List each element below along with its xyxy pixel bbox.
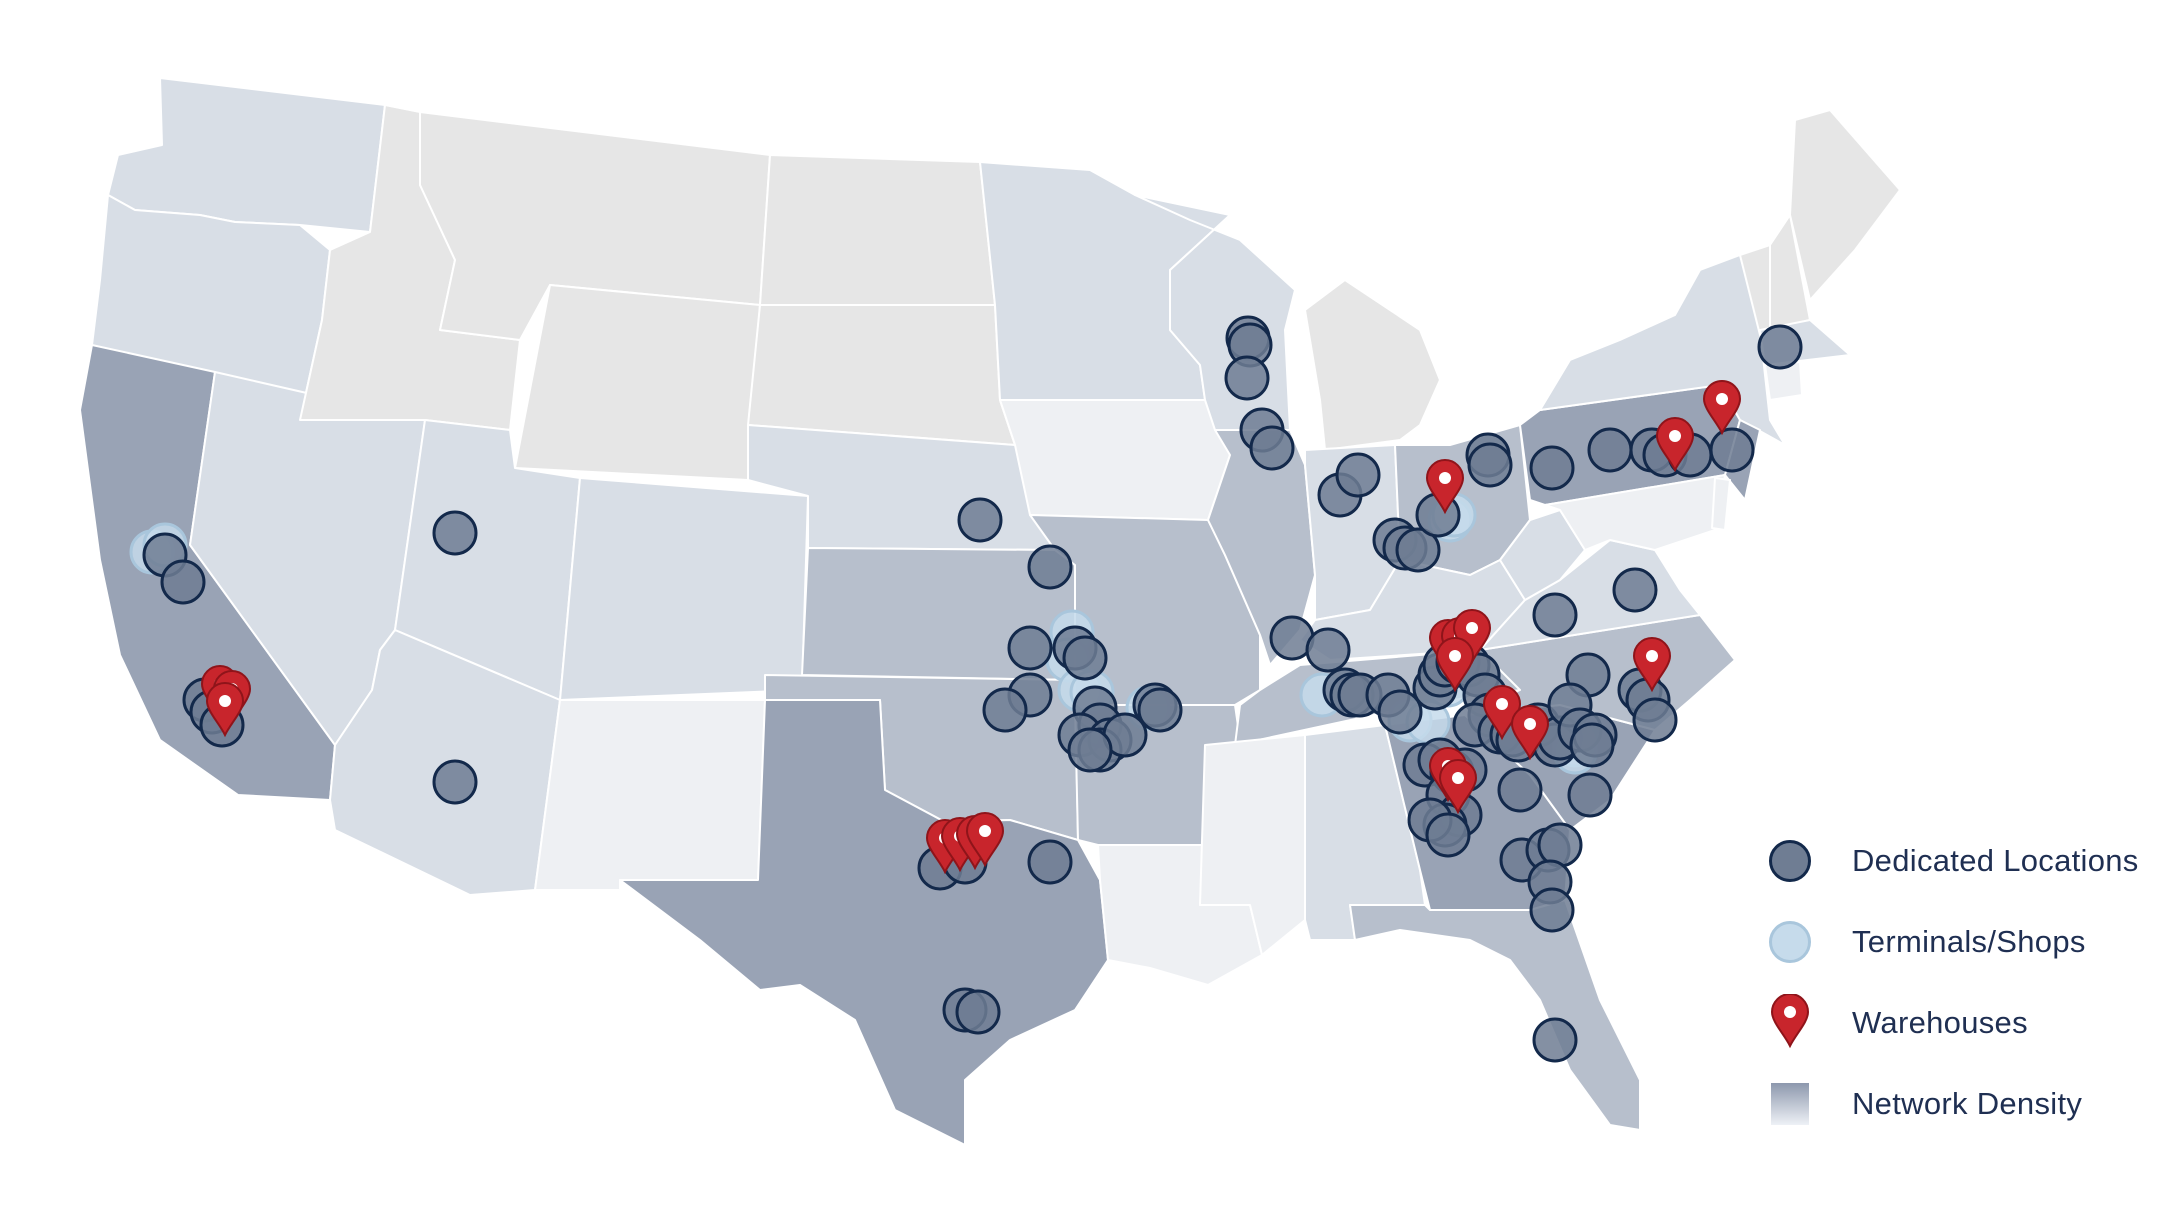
state-de bbox=[1711, 477, 1731, 531]
legend: Dedicated Locations Terminals/Shops Ware… bbox=[1760, 820, 2160, 1144]
warehouse-pin bbox=[1438, 759, 1478, 815]
state-shapes bbox=[79, 77, 1901, 1146]
light-circle-marker-icon bbox=[1769, 920, 1811, 963]
dedicated-marker bbox=[1532, 1017, 1578, 1063]
state-co bbox=[559, 477, 809, 701]
state-wy bbox=[514, 284, 761, 481]
circle-marker-icon bbox=[1769, 839, 1811, 882]
legend-label-density: Network Density bbox=[1852, 1085, 2083, 1121]
legend-label-dedicated: Dedicated Locations bbox=[1852, 842, 2139, 878]
map-pin-icon bbox=[1770, 993, 1810, 1048]
dedicated-marker bbox=[1587, 427, 1633, 473]
dedicated-marker bbox=[1497, 767, 1543, 813]
legend-label-terminals: Terminals/Shops bbox=[1852, 923, 2086, 959]
dedicated-marker bbox=[1007, 625, 1053, 671]
dedicated-marker bbox=[1249, 425, 1295, 471]
dedicated-marker bbox=[1062, 635, 1108, 681]
dedicated-marker bbox=[1569, 722, 1615, 768]
dedicated-marker bbox=[1467, 442, 1513, 488]
state-nm bbox=[534, 699, 766, 891]
warehouse-pin bbox=[1510, 705, 1550, 761]
dedicated-marker bbox=[1529, 445, 1575, 491]
legend-item-dedicated: Dedicated Locations bbox=[1760, 820, 2160, 901]
dedicated-marker bbox=[432, 759, 478, 805]
dedicated-marker bbox=[1709, 427, 1755, 473]
dedicated-marker bbox=[1027, 839, 1073, 885]
state-mi bbox=[1304, 279, 1441, 451]
dedicated-marker bbox=[1137, 687, 1183, 733]
dedicated-marker bbox=[432, 510, 478, 556]
state-il bbox=[1207, 429, 1316, 666]
warehouse-pin bbox=[1655, 417, 1695, 473]
dedicated-marker bbox=[1067, 727, 1113, 773]
dedicated-marker bbox=[1335, 452, 1381, 498]
legend-item-density: Network Density bbox=[1760, 1063, 2160, 1144]
dedicated-marker bbox=[957, 497, 1003, 543]
dedicated-marker bbox=[1377, 689, 1423, 735]
warehouse-pin bbox=[1425, 459, 1465, 515]
dedicated-marker bbox=[1757, 324, 1803, 370]
state-me bbox=[1789, 109, 1901, 301]
warehouse-pin bbox=[205, 682, 245, 738]
dedicated-marker bbox=[982, 687, 1028, 733]
dedicated-marker bbox=[1395, 527, 1441, 573]
dedicated-marker bbox=[1532, 592, 1578, 638]
dedicated-marker bbox=[955, 989, 1001, 1035]
warehouse-pin bbox=[1702, 380, 1742, 436]
dedicated-marker bbox=[1632, 697, 1678, 743]
legend-item-terminals: Terminals/Shops bbox=[1760, 901, 2160, 982]
dedicated-marker bbox=[1537, 822, 1583, 868]
dedicated-marker bbox=[160, 559, 206, 605]
state-wa bbox=[107, 77, 386, 233]
warehouse-pin bbox=[1632, 637, 1672, 693]
dedicated-marker bbox=[1224, 355, 1270, 401]
dedicated-marker bbox=[1612, 567, 1658, 613]
legend-item-warehouses: Warehouses bbox=[1760, 982, 2160, 1063]
state-sd bbox=[747, 304, 1016, 446]
gradient-swatch-icon bbox=[1771, 1082, 1809, 1125]
warehouse-pin bbox=[1435, 637, 1475, 693]
warehouse-pin bbox=[965, 812, 1005, 868]
dedicated-marker bbox=[1567, 772, 1613, 818]
dedicated-marker bbox=[1529, 887, 1575, 933]
dedicated-markers bbox=[142, 315, 1803, 1063]
state-ia bbox=[999, 399, 1231, 521]
legend-label-warehouses: Warehouses bbox=[1852, 1004, 2028, 1040]
dedicated-marker bbox=[1425, 812, 1471, 858]
dedicated-marker bbox=[1027, 544, 1073, 590]
state-nd bbox=[759, 154, 996, 306]
state-fl bbox=[1349, 899, 1641, 1131]
dedicated-marker bbox=[1305, 627, 1351, 673]
warehouse-pin bbox=[1452, 609, 1492, 665]
warehouse-markers bbox=[200, 380, 1742, 875]
